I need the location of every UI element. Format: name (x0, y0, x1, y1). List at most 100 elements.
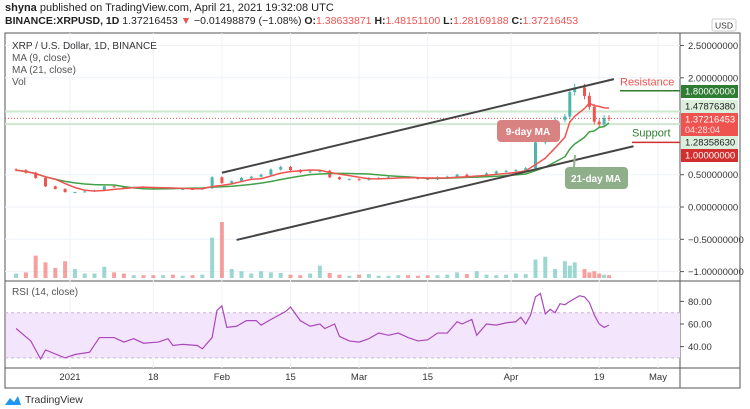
support-label: Support (632, 127, 671, 139)
volume-bar (161, 275, 166, 278)
lower-band-badge-bg (681, 136, 738, 149)
tradingview-logo-icon (5, 395, 21, 405)
resistance-label: Resistance (620, 77, 674, 89)
candle (73, 192, 77, 194)
resistance-badge: 1.80000000 (685, 87, 735, 98)
volume-bar (82, 273, 87, 278)
ma9-annotation-box (497, 120, 560, 142)
rsi-tick-label: 40.00 (688, 342, 712, 353)
candle (583, 87, 586, 96)
volume-bar (298, 275, 303, 278)
volume-bar (259, 271, 264, 278)
volume-bar (533, 259, 538, 278)
candle (289, 166, 292, 171)
volume-bar (455, 272, 460, 278)
x-tick-label: Mar (351, 372, 367, 383)
candle (63, 188, 67, 193)
y-tick-label: 2.00000000 (688, 73, 738, 84)
volume-bar (567, 265, 572, 278)
candle (455, 174, 459, 177)
y-tick-label: −0.50000000 (688, 235, 744, 246)
brand-name: TradingView (25, 394, 83, 406)
last-price-badge: 1.37216453 (685, 115, 735, 126)
volume-bar (562, 261, 567, 278)
lower-band-badge: 1.28358630 (685, 138, 735, 149)
close-label: C: (511, 15, 523, 27)
resistance-badge-bg (681, 85, 738, 98)
legend-ma9[interactable]: MA (9, close) (12, 53, 71, 64)
volume-bar (376, 275, 381, 278)
last-price-badge-countdown: 04:28:04 (685, 125, 720, 135)
publish-info: shyna published on TradingView.com, Apri… (5, 2, 334, 14)
volume-bar (474, 271, 479, 278)
candle (220, 177, 224, 184)
candle (112, 186, 116, 188)
rsi-line (15, 292, 610, 361)
candle (230, 181, 234, 184)
symbol-info: BINANCE:XRPUSD, 1D 1.37216453 ▼ −0.01498… (5, 15, 578, 27)
candle (249, 176, 253, 178)
candle (269, 169, 273, 175)
volume-bar (543, 256, 548, 278)
volume-bar (210, 237, 215, 278)
last-price-badge-bg (681, 113, 738, 138)
volume-bar (415, 275, 420, 278)
x-tick-label: 2021 (59, 372, 80, 383)
ma21-pointer (573, 154, 576, 168)
candle (53, 186, 57, 189)
candle (494, 171, 498, 174)
candle (465, 174, 469, 176)
x-tick-label: 15 (285, 372, 296, 383)
upper-band-badge: 1.47876380 (685, 102, 735, 113)
candle (102, 186, 106, 191)
y-tick-label: 0.00000000 (688, 203, 738, 214)
candle (563, 116, 567, 120)
volume-bar (72, 269, 77, 278)
candle (597, 121, 601, 125)
volume-bar (504, 274, 509, 278)
volume-bar (170, 274, 175, 278)
volume-bar (200, 274, 205, 278)
legend-rsi[interactable]: RSI (14, close) (12, 287, 79, 298)
volume-bar (141, 275, 146, 278)
author[interactable]: shyna (5, 2, 37, 14)
candle (504, 170, 508, 172)
volume-bar (249, 273, 254, 278)
candle (445, 176, 449, 178)
volume-bar (14, 273, 19, 278)
rsi-tick-label: 80.00 (688, 297, 712, 308)
volume-bar (327, 272, 332, 278)
candle (122, 186, 126, 188)
high-value: 1.48151100 (385, 15, 441, 27)
volume-bar (592, 271, 597, 278)
volume-bar (92, 273, 97, 278)
volume-bar (572, 262, 577, 278)
rsi-band (6, 312, 680, 358)
legend-ma21[interactable]: MA (21, close) (12, 65, 76, 76)
ma9-line (16, 102, 610, 192)
legend: XRP / U.S. Dollar, 1D, BINANCE MA (9, cl… (12, 41, 157, 89)
volume-bar (602, 274, 607, 278)
candle (568, 92, 572, 117)
candle (534, 142, 537, 169)
candle (524, 168, 528, 171)
candle (318, 170, 322, 172)
candle (308, 171, 312, 173)
candle (602, 117, 606, 125)
candle (607, 117, 611, 119)
currency-label: USD (715, 21, 733, 31)
volume-bar (425, 275, 430, 278)
candle (259, 174, 263, 177)
volume-bar (308, 273, 313, 278)
y-tick-label: −1.00000000 (688, 267, 744, 278)
volume-bar (553, 269, 558, 278)
candle (338, 177, 341, 180)
x-tick-label: 15 (422, 372, 433, 383)
volume-bar (288, 274, 293, 278)
low-value: 1.28169188 (453, 15, 509, 27)
volume-bar (396, 275, 401, 278)
upper-band-badge-bg (681, 100, 738, 113)
legend-vol[interactable]: Vol (12, 77, 26, 88)
tradingview-logo[interactable]: TradingView (4, 394, 83, 406)
